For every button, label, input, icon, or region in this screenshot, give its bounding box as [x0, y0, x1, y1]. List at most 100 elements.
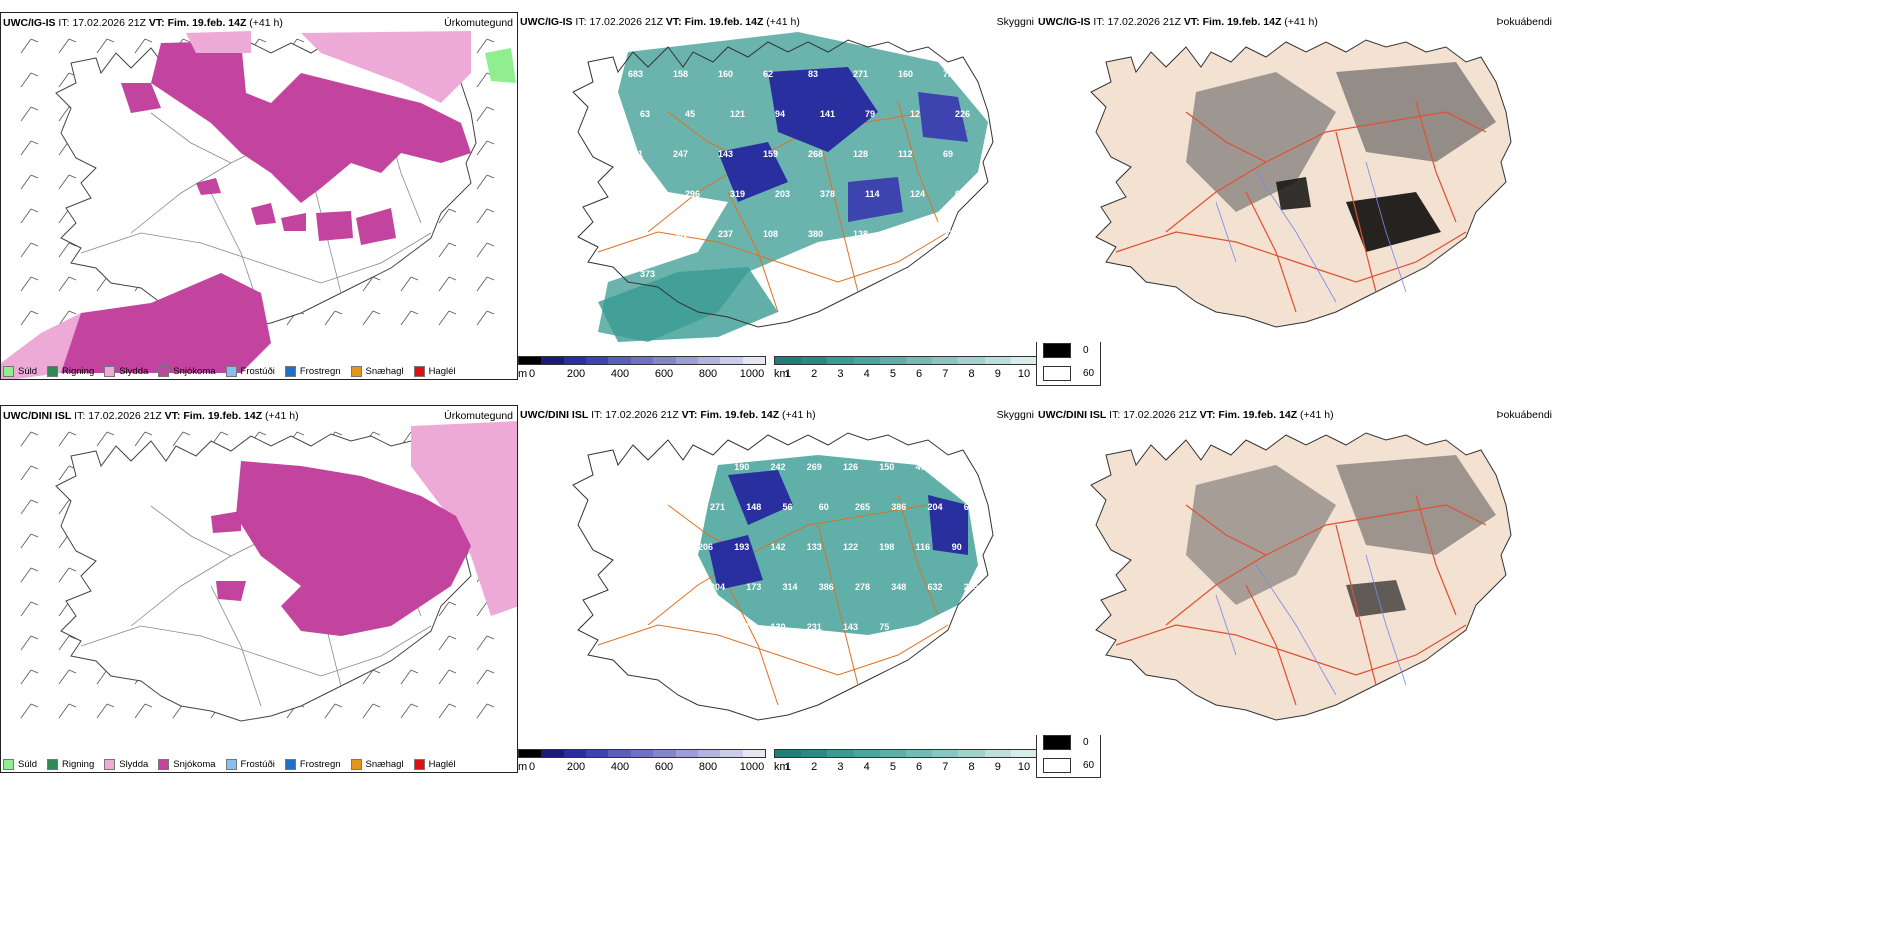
- legend-item: Slydda: [104, 366, 148, 377]
- visibility-title: Skyggni: [996, 409, 1034, 421]
- wind-barb: [20, 567, 39, 583]
- snow-area: [121, 83, 161, 113]
- cloud-base-value: 130: [771, 622, 786, 632]
- fog-area: [1276, 177, 1311, 210]
- wind-barb: [438, 276, 457, 292]
- cloud-base-value: 632: [928, 582, 943, 592]
- legend-item: Rigning: [47, 366, 94, 377]
- wind-barb: [58, 635, 77, 651]
- low-cloud-areas: [718, 67, 968, 222]
- colorbar-swatch: [586, 750, 609, 757]
- roads: [1115, 101, 1487, 313]
- legend-swatch: [47, 366, 59, 377]
- legend-swatch: [104, 366, 116, 377]
- road-line: [897, 494, 939, 616]
- colorbar-swatch: [742, 750, 765, 757]
- cloud-base-value: 22: [943, 229, 953, 239]
- cloud-base-value: 62: [763, 69, 773, 79]
- cloud-base-value: 63: [640, 109, 650, 119]
- cloud-base-value: 158: [673, 69, 688, 79]
- road-line: [817, 131, 859, 293]
- colorbar-tick: 1000: [739, 761, 765, 773]
- wind-barb: [96, 703, 115, 719]
- colorbar-swatches: [774, 749, 1038, 758]
- snow-area: [316, 211, 353, 241]
- row2-fog-panel: UWC/DINI ISL IT: 17.02.2026 21Z VT: Fim.…: [1036, 405, 1556, 735]
- wind-barb: [438, 703, 457, 719]
- wind-barb: [20, 38, 39, 54]
- road-line: [597, 624, 949, 676]
- drizzle-area: [485, 48, 516, 83]
- cloud-base-value: 255: [964, 582, 979, 592]
- colorbar-swatch: [720, 357, 743, 364]
- wind-barb: [438, 601, 457, 617]
- low-cloud-area: [718, 142, 788, 202]
- road-line: [1115, 231, 1467, 283]
- cloud-base-value: 148: [746, 502, 761, 512]
- snow-area: [251, 203, 276, 225]
- legend-swatch: [284, 759, 296, 770]
- colorbar-tick: 800: [698, 368, 718, 380]
- cloud-base-value: 73: [943, 69, 953, 79]
- cloud-base-value: 296: [685, 189, 700, 199]
- low-cloud-area: [848, 177, 903, 222]
- colorbar-swatch: [906, 357, 933, 364]
- row1-precip-panel: UWC/IG-IS IT: 17.02.2026 21Z VT: Fim. 19…: [0, 12, 518, 380]
- legend-swatch: [413, 366, 425, 377]
- model-name: UWC/DINI ISL: [520, 409, 589, 421]
- cloud-base-value: 271: [710, 502, 725, 512]
- legend-swatch: [3, 759, 14, 770]
- colorbar-unit: km: [774, 368, 789, 380]
- cloud-base-value: 386: [891, 502, 906, 512]
- cloud-base-value: 69: [943, 149, 953, 159]
- cloud-base-value: 657: [734, 622, 749, 632]
- legend-swatch: [104, 759, 116, 770]
- cloud-base-value: 271: [853, 69, 868, 79]
- legend-swatch: [413, 759, 425, 770]
- colorbar-swatch: [586, 357, 609, 364]
- wind-barb: [20, 601, 39, 617]
- colorbar-tick: 0: [528, 761, 536, 773]
- legend-swatch: [158, 759, 170, 770]
- legend-item: Snæhagl: [350, 759, 404, 770]
- wind-barb: [400, 276, 419, 292]
- cloud-base-colorbar: m 0 200 400 600 800 1000: [518, 356, 766, 380]
- legend-swatch: [284, 366, 296, 377]
- fog-shading: [1186, 455, 1496, 617]
- cloud-base-value: 193: [734, 542, 749, 552]
- colorbar-swatch: [1010, 750, 1038, 757]
- cloud-base-value: 314: [783, 582, 798, 592]
- visibility-area: [598, 267, 778, 342]
- lead-time: (+41 h): [249, 17, 283, 29]
- colorbar-swatch: [563, 750, 587, 757]
- wind-barb: [324, 310, 343, 326]
- row2-fog-header: UWC/DINI ISL IT: 17.02.2026 21Z VT: Fim.…: [1038, 409, 1334, 421]
- road-line: [80, 625, 432, 677]
- precip-type-title: Úrkomutegund: [444, 17, 513, 29]
- cloud-base-value: 204: [710, 582, 725, 592]
- legend-item: Snjókoma: [158, 759, 216, 770]
- legend-item: Súld: [3, 759, 37, 770]
- colorbar-tick: 400: [610, 368, 630, 380]
- it-value: 17.02.2026 21Z: [72, 17, 146, 29]
- vt-label: VT:: [148, 17, 165, 29]
- fog-title: Þokuábendi: [1496, 16, 1552, 28]
- road-line: [1185, 504, 1267, 556]
- road-line: [150, 112, 232, 164]
- wind-barb: [362, 703, 381, 719]
- cloud-base-value: 381: [952, 462, 967, 472]
- sleet-area: [1, 313, 81, 379]
- legend-item: Frostregn: [284, 759, 341, 770]
- cloud-base-value: 116: [916, 542, 931, 552]
- precip-type-title: Úrkomutegund: [444, 410, 513, 422]
- road-line: [817, 524, 859, 686]
- cloud-base-value: 62: [964, 502, 974, 512]
- colorbar-swatch: [541, 357, 564, 364]
- row2-cloud-header: UWC/DINI ISL IT: 17.02.2026 21Z VT: Fim.…: [520, 409, 816, 421]
- cloud-base-value: 160: [718, 69, 733, 79]
- precip-legend: Súld Rigning Slydda Snjókoma Frostúði Fr…: [3, 759, 460, 770]
- cloud-base-value: 206: [698, 542, 713, 552]
- road-line: [210, 585, 262, 707]
- snow-area: [151, 41, 471, 203]
